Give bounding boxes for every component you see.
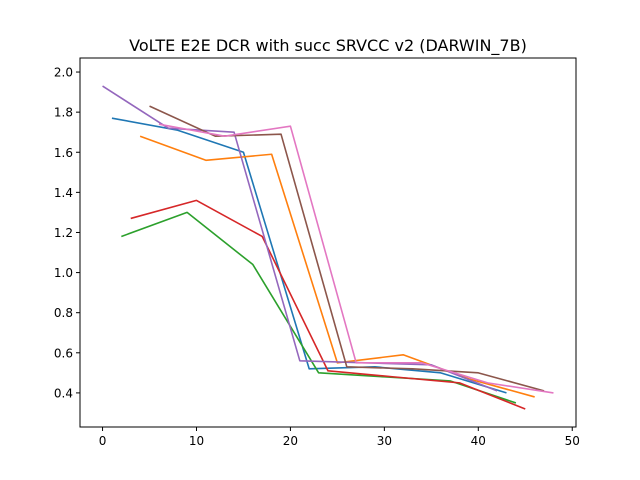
series-line-3	[121, 211, 517, 404]
series-line-2	[139, 135, 535, 398]
y-tick-label: 2.0	[54, 66, 73, 80]
y-tick-label: 0.4	[54, 386, 73, 400]
plot-frame	[79, 57, 577, 428]
y-axis: 0.4 0.6 0.8 1.0 1.2 1.4 1.6 1.8 2.0	[54, 66, 80, 400]
series-line-6	[149, 105, 545, 392]
series-line-4	[130, 199, 526, 410]
y-tick-label: 1.8	[54, 106, 73, 120]
x-tick-label: 30	[377, 434, 392, 448]
y-tick-label: 1.6	[54, 146, 73, 160]
x-tick-label: 10	[189, 434, 204, 448]
y-tick-label: 0.8	[54, 306, 73, 320]
x-tick-label: 0	[99, 434, 107, 448]
y-tick-label: 0.6	[54, 346, 73, 360]
x-axis: 0 10 20 30 40 50	[99, 427, 580, 448]
series-line-1	[111, 117, 507, 394]
series-line-7	[158, 123, 554, 394]
x-tick-label: 40	[471, 434, 486, 448]
y-tick-label: 1.0	[54, 266, 73, 280]
series-line-5	[102, 85, 498, 392]
x-tick-label: 20	[283, 434, 298, 448]
x-tick-label: 50	[565, 434, 580, 448]
chart-title: VoLTE E2E DCR with succ SRVCC v2 (DARWIN…	[129, 36, 527, 56]
series-layer	[102, 85, 554, 410]
y-tick-label: 1.4	[54, 186, 73, 200]
y-tick-label: 1.2	[54, 226, 73, 240]
